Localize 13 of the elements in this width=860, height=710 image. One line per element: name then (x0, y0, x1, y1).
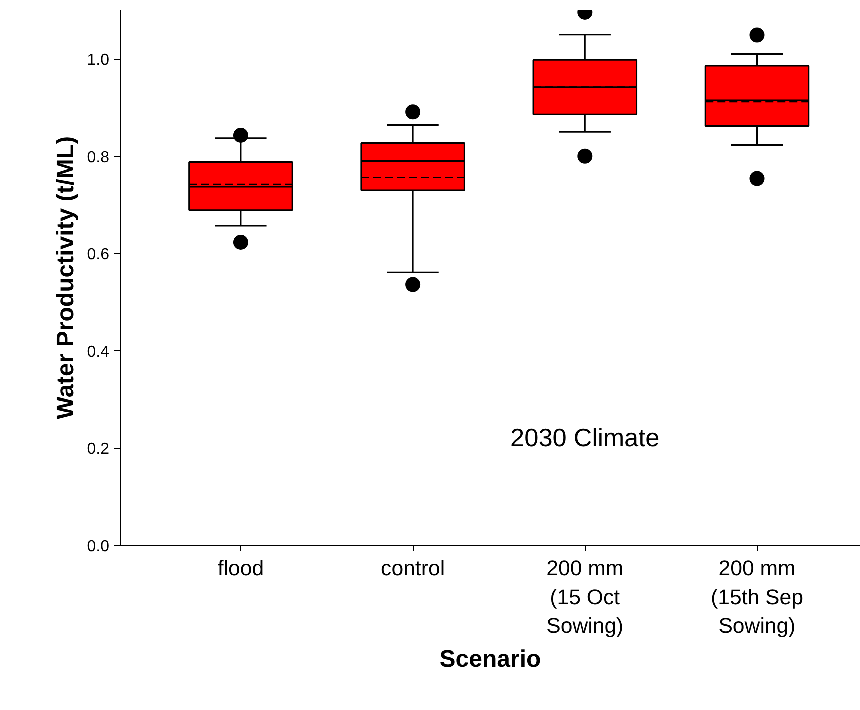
y-tick-label: 1.0 (87, 52, 110, 70)
annotation: 2030 Climate (510, 424, 660, 452)
x-axis-title: Scenario (440, 646, 542, 674)
x-tick-label: flood (218, 556, 264, 580)
y-tick-label: 0.0 (87, 538, 110, 556)
x-tick-label: 200 mm (15th Sep Sowing) (711, 556, 804, 638)
x-tick-label: 200 mm (15 Oct Sowing) (546, 556, 624, 638)
y-tick-label: 0.8 (87, 149, 110, 166)
y-tick-label: 0.2 (87, 441, 110, 458)
y-tick-label: 0.4 (87, 344, 110, 361)
y-axis-title: Water Productivity (t/ML) (52, 136, 80, 420)
x-tick-label: control (381, 556, 446, 580)
y-tick-label: 0.6 (87, 246, 110, 264)
